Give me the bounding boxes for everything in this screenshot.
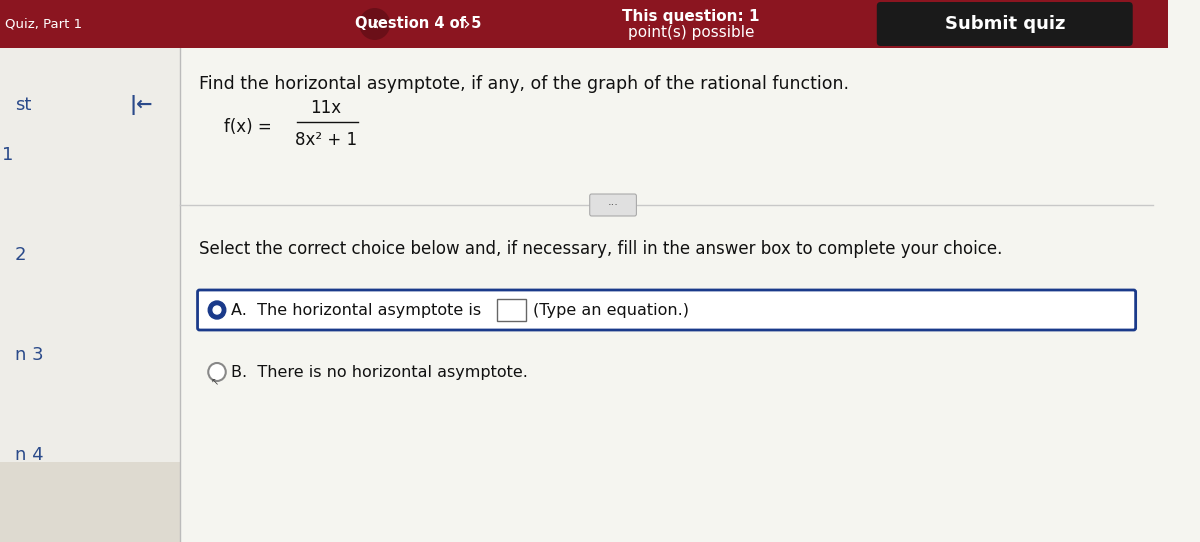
Text: n 3: n 3	[14, 346, 43, 364]
Text: Submit quiz: Submit quiz	[944, 15, 1066, 33]
FancyBboxPatch shape	[0, 0, 1168, 48]
Circle shape	[209, 301, 226, 319]
FancyBboxPatch shape	[877, 2, 1133, 46]
Text: 1: 1	[2, 146, 13, 164]
Text: (Type an equation.): (Type an equation.)	[533, 302, 689, 318]
Text: n 4: n 4	[14, 446, 43, 464]
Text: 8x² + 1: 8x² + 1	[295, 131, 358, 149]
FancyBboxPatch shape	[0, 48, 180, 462]
FancyBboxPatch shape	[198, 290, 1135, 330]
Text: ↖: ↖	[211, 377, 220, 387]
Text: Quiz, Part 1: Quiz, Part 1	[5, 17, 82, 30]
Text: Select the correct choice below and, if necessary, fill in the answer box to com: Select the correct choice below and, if …	[199, 240, 1003, 258]
Text: point(s) possible: point(s) possible	[628, 24, 754, 40]
FancyBboxPatch shape	[0, 462, 180, 542]
Text: Question 4 of 5: Question 4 of 5	[355, 16, 481, 31]
Circle shape	[359, 8, 390, 40]
Text: ···: ···	[607, 200, 618, 210]
FancyBboxPatch shape	[589, 194, 636, 216]
Text: |←: |←	[130, 95, 152, 115]
Circle shape	[214, 306, 221, 314]
Text: This question: 1: This question: 1	[622, 10, 760, 24]
Text: f(x) =: f(x) =	[224, 118, 271, 136]
FancyBboxPatch shape	[497, 299, 527, 321]
Text: B.  There is no horizontal asymptote.: B. There is no horizontal asymptote.	[230, 365, 528, 379]
Text: A.  The horizontal asymptote is: A. The horizontal asymptote is	[230, 302, 481, 318]
Text: 11x: 11x	[311, 99, 342, 117]
Text: 2: 2	[14, 246, 26, 264]
Circle shape	[209, 363, 226, 381]
Text: ›: ›	[462, 15, 470, 34]
Text: st: st	[14, 96, 31, 114]
Text: ‹: ‹	[372, 15, 379, 34]
Text: Find the horizontal asymptote, if any, of the graph of the rational function.: Find the horizontal asymptote, if any, o…	[199, 75, 850, 93]
FancyBboxPatch shape	[180, 48, 1168, 542]
